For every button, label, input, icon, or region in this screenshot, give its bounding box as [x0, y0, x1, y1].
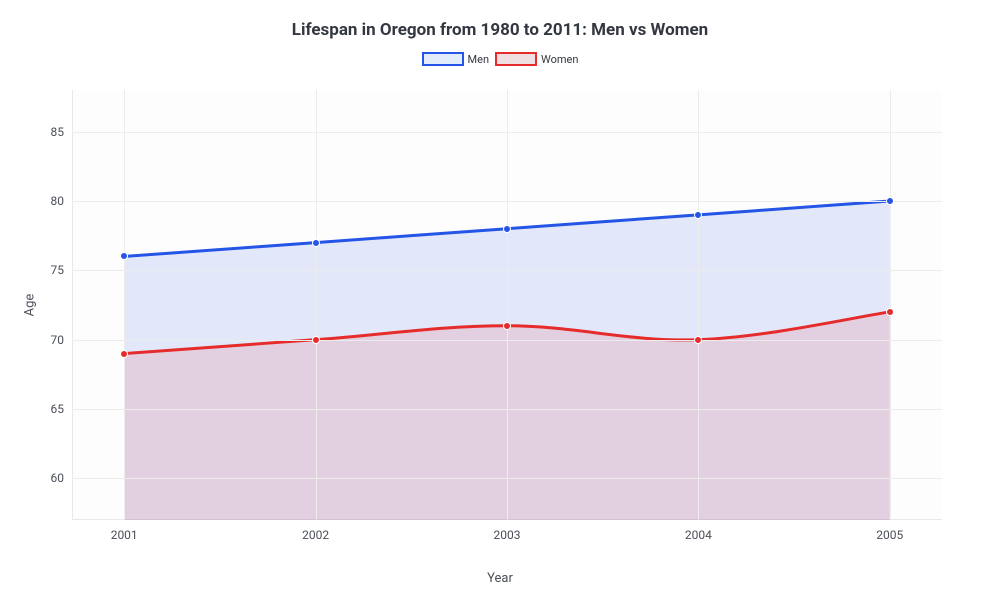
data-point-women[interactable] — [503, 322, 511, 330]
x-tick-label: 2004 — [685, 520, 712, 542]
chart-container: Lifespan in Oregon from 1980 to 2011: Me… — [0, 0, 1000, 600]
data-point-men[interactable] — [886, 197, 894, 205]
data-point-men[interactable] — [120, 252, 128, 260]
legend-label-women: Women — [541, 53, 578, 66]
x-axis-label: Year — [487, 571, 513, 586]
data-point-men[interactable] — [312, 239, 320, 247]
y-tick-label: 85 — [51, 125, 73, 139]
plot-area: 60657075808520012002200320042005 — [72, 90, 942, 520]
x-tick-label: 2005 — [876, 520, 903, 542]
gridline-v — [507, 90, 508, 520]
data-point-women[interactable] — [120, 350, 128, 358]
y-tick-label: 65 — [51, 402, 73, 416]
legend: Men Women — [0, 52, 1000, 76]
chart-title: Lifespan in Oregon from 1980 to 2011: Me… — [0, 0, 1000, 52]
gridline-v — [890, 90, 891, 520]
data-point-women[interactable] — [312, 336, 320, 344]
x-tick-label: 2001 — [111, 520, 138, 542]
y-tick-label: 80 — [51, 194, 73, 208]
gridline-v — [316, 90, 317, 520]
legend-label-men: Men — [468, 53, 490, 66]
legend-swatch-women — [495, 52, 537, 66]
data-point-men[interactable] — [503, 225, 511, 233]
y-tick-label: 75 — [51, 263, 73, 277]
data-point-women[interactable] — [694, 336, 702, 344]
x-tick-label: 2002 — [302, 520, 329, 542]
y-tick-label: 60 — [51, 471, 73, 485]
data-point-women[interactable] — [886, 308, 894, 316]
legend-item-women[interactable]: Women — [495, 52, 578, 66]
legend-item-men[interactable]: Men — [422, 52, 490, 66]
y-axis-label: Age — [23, 294, 38, 317]
data-point-men[interactable] — [694, 211, 702, 219]
gridline-v — [698, 90, 699, 520]
gridline-v — [124, 90, 125, 520]
legend-swatch-men — [422, 52, 464, 66]
y-tick-label: 70 — [51, 333, 73, 347]
x-tick-label: 2003 — [494, 520, 521, 542]
